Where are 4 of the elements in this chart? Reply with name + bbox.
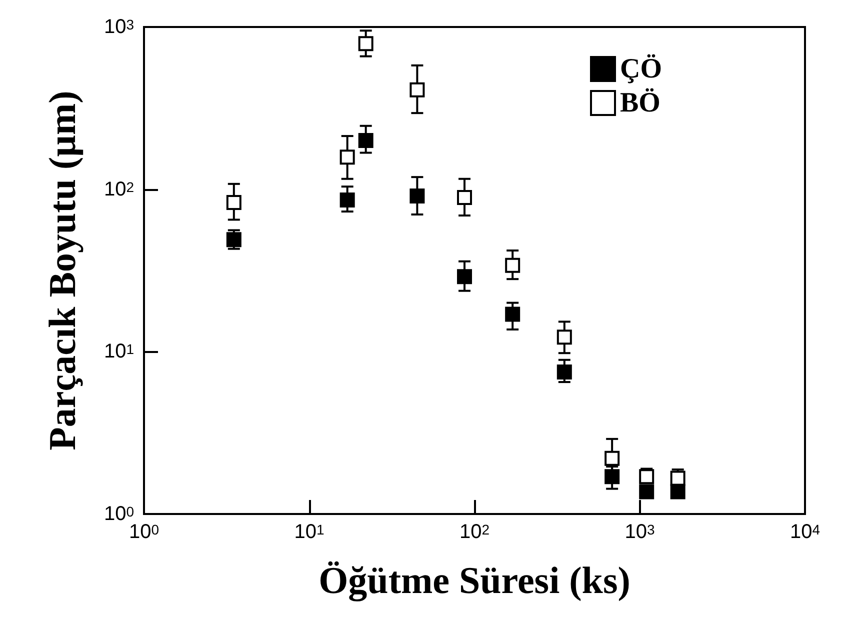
y-axis-title: Parçacık Boyutu (µm)	[42, 90, 84, 450]
legend-label: BÖ	[620, 88, 660, 118]
x-axis-title: Öğütme Süresi (ks)	[318, 560, 630, 602]
legend-label: ÇÖ	[620, 54, 662, 84]
